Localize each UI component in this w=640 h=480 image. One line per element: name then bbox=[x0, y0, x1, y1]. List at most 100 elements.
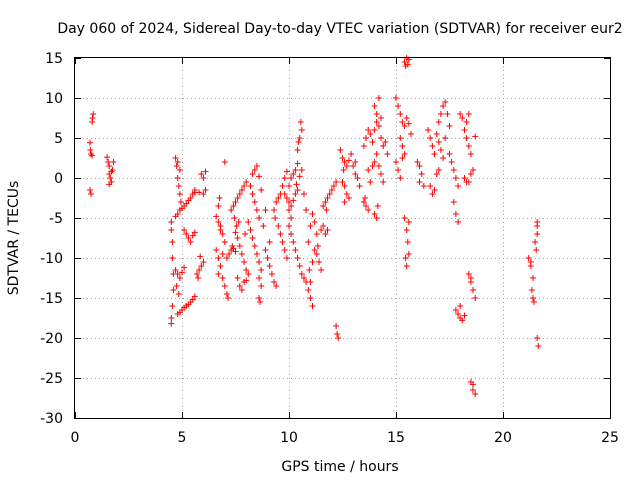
y-tick-label: -25 bbox=[40, 371, 63, 387]
data-point bbox=[448, 159, 455, 165]
data-point bbox=[472, 391, 479, 397]
data-point bbox=[213, 213, 220, 220]
y-tick-label: 0 bbox=[54, 171, 63, 187]
data-point bbox=[360, 143, 367, 149]
data-point bbox=[339, 179, 346, 185]
data-point bbox=[328, 187, 335, 193]
data-point bbox=[345, 157, 352, 164]
data-point bbox=[283, 255, 290, 261]
data-point bbox=[427, 135, 434, 141]
y-tick-label: -10 bbox=[40, 251, 63, 267]
data-point bbox=[198, 171, 205, 177]
data-point bbox=[262, 247, 269, 253]
data-point bbox=[236, 191, 243, 197]
data-point bbox=[395, 103, 402, 109]
data-point bbox=[243, 179, 250, 185]
data-point bbox=[341, 183, 348, 189]
data-point bbox=[236, 243, 243, 249]
data-point bbox=[286, 199, 292, 205]
data-point bbox=[196, 189, 203, 196]
data-point bbox=[341, 159, 348, 165]
data-point bbox=[202, 168, 209, 175]
data-point bbox=[397, 111, 404, 117]
data-point bbox=[266, 239, 273, 245]
data-point bbox=[402, 255, 409, 261]
data-point bbox=[401, 151, 408, 157]
data-point bbox=[461, 312, 468, 319]
data-point bbox=[433, 131, 440, 137]
data-point bbox=[168, 227, 175, 233]
data-point bbox=[286, 223, 292, 229]
data-point bbox=[281, 175, 288, 181]
data-point bbox=[191, 187, 198, 193]
data-point bbox=[179, 269, 185, 276]
data-point bbox=[258, 267, 265, 273]
data-point bbox=[457, 111, 464, 117]
data-point bbox=[433, 171, 440, 177]
data-point bbox=[334, 331, 341, 337]
data-point bbox=[217, 227, 224, 233]
data-point bbox=[242, 231, 249, 237]
data-point bbox=[256, 275, 262, 281]
x-tick-labels: 0 5 10 15 20 25 bbox=[71, 430, 619, 446]
data-point bbox=[266, 263, 273, 269]
data-point bbox=[286, 207, 292, 213]
data-point bbox=[320, 203, 327, 209]
data-point bbox=[401, 123, 408, 129]
data-point bbox=[174, 211, 181, 217]
data-points bbox=[87, 55, 542, 397]
data-point bbox=[367, 131, 374, 137]
data-point bbox=[249, 171, 256, 177]
data-point bbox=[295, 139, 302, 145]
data-point bbox=[435, 119, 442, 125]
data-point bbox=[298, 127, 305, 133]
data-point bbox=[530, 275, 536, 281]
data-point bbox=[247, 183, 254, 189]
data-point bbox=[362, 195, 368, 201]
data-point bbox=[437, 147, 444, 153]
data-point bbox=[176, 191, 183, 197]
data-point bbox=[425, 127, 432, 133]
data-point bbox=[234, 235, 241, 241]
data-point bbox=[373, 215, 380, 221]
data-point bbox=[288, 203, 295, 209]
data-point bbox=[435, 167, 442, 173]
data-point bbox=[397, 175, 404, 181]
data-point bbox=[249, 235, 256, 241]
data-point bbox=[176, 275, 183, 281]
data-point bbox=[170, 287, 177, 293]
data-point bbox=[530, 295, 536, 301]
data-point bbox=[414, 159, 421, 165]
data-point bbox=[403, 227, 410, 233]
data-point bbox=[446, 151, 453, 157]
x-tick-label: 15 bbox=[387, 430, 405, 446]
data-point bbox=[371, 127, 378, 133]
data-point bbox=[106, 163, 113, 169]
data-point bbox=[264, 255, 271, 261]
data-point bbox=[107, 175, 114, 181]
data-point bbox=[275, 195, 282, 201]
data-point bbox=[363, 135, 369, 141]
data-point bbox=[216, 195, 223, 201]
grid-lines bbox=[75, 58, 610, 418]
data-point bbox=[371, 159, 378, 165]
data-point bbox=[175, 183, 182, 189]
data-point bbox=[465, 111, 472, 117]
data-point bbox=[459, 115, 466, 121]
data-point bbox=[405, 120, 412, 127]
data-point bbox=[322, 231, 329, 237]
data-point bbox=[463, 119, 470, 125]
data-point bbox=[230, 203, 237, 209]
data-point bbox=[215, 271, 222, 277]
data-point bbox=[350, 163, 357, 169]
data-point bbox=[309, 211, 316, 217]
data-point bbox=[200, 175, 207, 181]
data-point bbox=[221, 239, 228, 245]
data-point bbox=[309, 303, 316, 309]
data-point bbox=[352, 159, 359, 165]
data-point bbox=[196, 267, 203, 273]
data-point bbox=[187, 239, 194, 245]
data-point bbox=[258, 283, 265, 289]
data-point bbox=[337, 147, 344, 153]
